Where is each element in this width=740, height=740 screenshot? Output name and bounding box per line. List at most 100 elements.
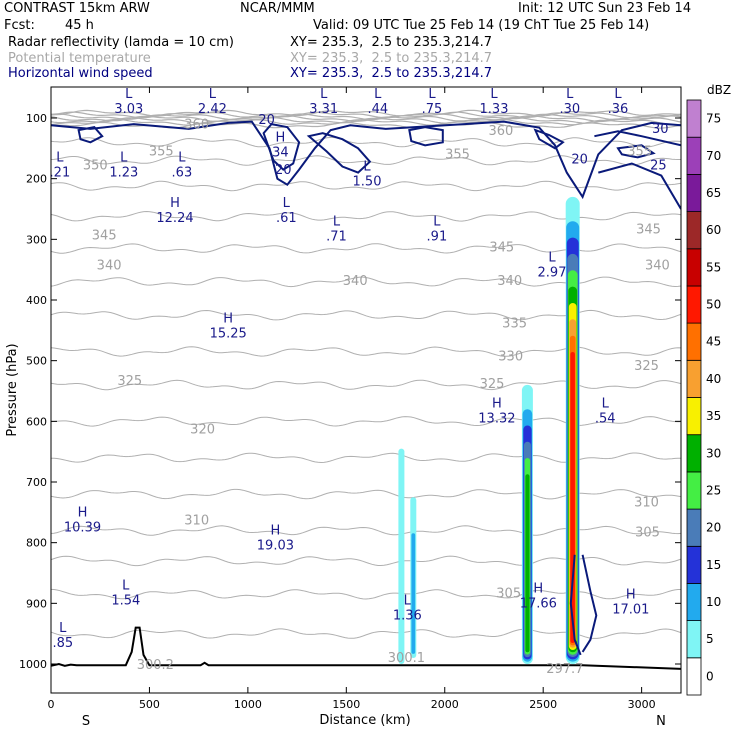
colorbar-level-label: 45 (706, 335, 721, 349)
extremum-marker: H (271, 524, 281, 539)
theta-contour-label: 345 (92, 228, 117, 243)
theta-contour-label: 325 (634, 359, 659, 374)
theta-contour-label: 320 (190, 423, 215, 438)
y-axis-label: Pressure (hPa) (5, 343, 20, 436)
colorbar-level-label: 50 (706, 298, 721, 312)
extremum-value: 2.97 (538, 266, 567, 281)
colorbar-level-label: 65 (706, 186, 721, 200)
wind-isotach (569, 554, 582, 656)
theta-contour-label: 325 (480, 377, 505, 392)
theta-contour-label: 340 (645, 259, 670, 274)
field-1-xy: XY= 235.3, 2.5 to 235.3,214.7 (290, 35, 493, 50)
theta-contour-label: 345 (489, 241, 514, 256)
colorbar-swatch (686, 136, 702, 175)
extremum-marker: L (283, 196, 291, 211)
contour-label-layer: 360 360 355 355 355 350 345 345 345 340 340 340 340 3… (50, 87, 670, 677)
extremum-value: .85 (52, 636, 73, 651)
reflectivity-band (398, 448, 405, 664)
field-3-xy: XY= 235.3, 2.5 to 235.3,214.7 (290, 66, 493, 81)
extremum-value: 2.42 (198, 102, 227, 117)
theta-isoline (51, 555, 681, 567)
wind-isotach (598, 162, 681, 210)
extremum-marker: L (59, 621, 67, 636)
x-tick-label: 500 (139, 698, 160, 711)
center-title: NCAR/MMM (240, 1, 315, 16)
extremum-value: .21 (50, 166, 71, 181)
wind-contour-layer (51, 120, 681, 656)
extremum-marker: L (120, 151, 128, 166)
theta-isoline (51, 155, 681, 166)
colorbar-level-label: 40 (706, 372, 721, 386)
colorbar-level-label: 5 (706, 632, 714, 646)
extremum-value: 1.33 (480, 102, 509, 117)
extremum-marker: H (276, 131, 286, 146)
extremum-value: 34 (272, 146, 289, 161)
theta-isoline (51, 452, 681, 464)
wind-isotach (262, 123, 301, 171)
theta-contour-label: 305 (496, 586, 521, 601)
extremum-value: 1.54 (111, 593, 140, 608)
theta-isoline (51, 309, 681, 321)
colorbar-swatch (686, 657, 702, 696)
theta-contour-label: 330 (498, 350, 523, 365)
colorbar-level-label: 0 (706, 669, 714, 683)
x-tick-label: 3000 (628, 698, 656, 711)
theta-contour-label: 345 (636, 222, 661, 237)
wind-contour-label: 20 (571, 153, 588, 168)
theta-contour-label: 300.1 (388, 651, 425, 666)
reflectivity-band (525, 474, 530, 653)
colorbar-level-label: 70 (706, 149, 721, 163)
extremum-value: .91 (427, 229, 448, 244)
theta-isoline (51, 243, 681, 254)
theta-contour-label: 325 (117, 374, 142, 389)
extremum-marker: H (223, 311, 233, 326)
colorbar-swatch (686, 471, 702, 510)
extremum-value: .61 (276, 211, 297, 226)
terrain-layer (51, 626, 681, 670)
colorbar-swatch (686, 173, 702, 212)
theta-contour-label: 355 (149, 145, 174, 160)
extremum-marker: L (566, 87, 574, 102)
wind-isotach (594, 130, 681, 147)
extremum-marker: L (602, 396, 610, 411)
x-tick-label: 2000 (431, 698, 459, 711)
theta-contour-label: 360 (184, 117, 209, 132)
colorbar-swatch (686, 285, 702, 324)
colorbar-swatch (686, 508, 702, 547)
colorbar-swatch (686, 583, 702, 622)
extremum-value: 12.24 (156, 211, 193, 226)
colorbar-level-label: 75 (706, 112, 721, 126)
colorbar-swatch (686, 397, 702, 436)
theta-contour-label: 340 (97, 259, 122, 274)
theta-contour-label: 360 (488, 124, 513, 139)
theta-isoline (51, 379, 681, 391)
extremum-value: 19.03 (257, 539, 294, 554)
colorbar-swatch (686, 99, 702, 138)
extremum-value: .44 (367, 102, 388, 117)
colorbar-swatch (686, 211, 702, 250)
colorbar-swatch (686, 359, 702, 398)
theta-isoline (51, 525, 681, 536)
wind-isotach (77, 126, 104, 144)
theta-isoline (51, 588, 681, 600)
y-tick-label: 1000 (19, 658, 47, 671)
wind-contour-label: 25 (650, 159, 667, 174)
field-1-name: Radar reflectivity (lamda = 10 cm) (8, 35, 234, 50)
extremum-marker: L (433, 214, 441, 229)
extremum-marker: L (122, 578, 130, 593)
theta-isoline (51, 137, 681, 148)
colorbar-swatch (686, 545, 702, 584)
theta-contour-label: 310 (634, 495, 659, 510)
y-tick-label: 100 (26, 112, 47, 125)
model-title: CONTRAST 15km ARW (4, 1, 150, 16)
x-endpoint-left: S (82, 714, 90, 729)
extremum-value: .54 (595, 411, 616, 426)
extremum-value: 17.66 (520, 596, 557, 611)
extremum-value: 1.23 (109, 166, 138, 181)
axes-layer: 0 500 1000 1500 2000 2500 3000 100 200 300 400 500 6… (19, 87, 681, 711)
extremum-marker: L (178, 151, 186, 166)
x-tick-label: 2500 (529, 698, 557, 711)
theta-isoline (51, 111, 681, 119)
extremum-marker: L (125, 87, 133, 102)
colorbar-level-label: 25 (706, 484, 721, 498)
